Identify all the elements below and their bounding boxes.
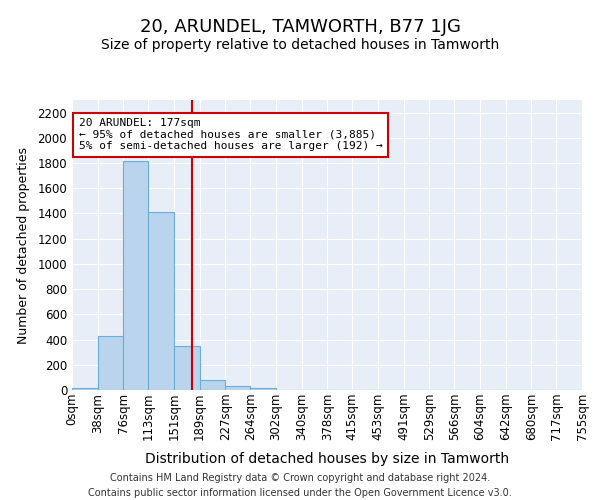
Bar [98, 336, 124, 390]
Text: Size of property relative to detached houses in Tamworth: Size of property relative to detached ho… [101, 38, 499, 52]
Bar [226, 386, 250, 390]
Bar [174, 346, 200, 390]
Bar [148, 212, 174, 390]
Text: 20 ARUNDEL: 177sqm
← 95% of detached houses are smaller (3,885)
5% of semi-detac: 20 ARUNDEL: 177sqm ← 95% of detached hou… [79, 118, 383, 152]
Bar [200, 380, 226, 390]
Text: 20, ARUNDEL, TAMWORTH, B77 1JG: 20, ARUNDEL, TAMWORTH, B77 1JG [140, 18, 460, 36]
Bar [250, 388, 276, 390]
Bar [72, 388, 98, 390]
Text: Contains HM Land Registry data © Crown copyright and database right 2024.
Contai: Contains HM Land Registry data © Crown c… [88, 472, 512, 498]
Bar [124, 161, 148, 390]
Y-axis label: Number of detached properties: Number of detached properties [17, 146, 31, 344]
X-axis label: Distribution of detached houses by size in Tamworth: Distribution of detached houses by size … [145, 452, 509, 466]
